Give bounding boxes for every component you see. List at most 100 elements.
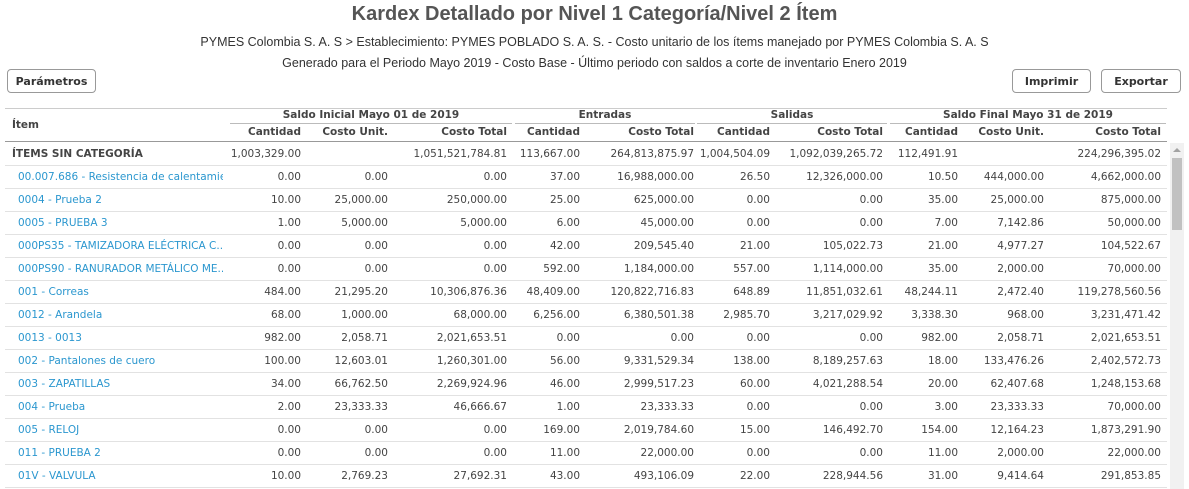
cell-value: 9,331,529.34 [623, 355, 694, 367]
cell-value: 113,667.00 [519, 148, 580, 160]
cell-value: 11.00 [549, 447, 580, 459]
item-link[interactable]: 0013 - 0013 [18, 332, 82, 344]
row-line [5, 280, 1167, 281]
group-header: Saldo Final Mayo 31 de 2019 [943, 109, 1113, 121]
item-link[interactable]: 0005 - PRUEBA 3 [18, 217, 108, 229]
cell-value: 2,021,653.51 [1090, 332, 1161, 344]
cell-value: 0.00 [483, 171, 507, 183]
cell-value: 968.00 [1007, 309, 1044, 321]
cell-value: 0.00 [859, 401, 883, 413]
cell-value: 21,295.20 [334, 286, 388, 298]
cell-value: 1.00 [277, 217, 301, 229]
cell-value: 444,000.00 [983, 171, 1044, 183]
cell-value: 4,662,000.00 [1090, 171, 1161, 183]
cell-value: 10,306,876.36 [430, 286, 507, 298]
cell-value: 12,326,000.00 [806, 171, 883, 183]
cell-value: 2,058.71 [341, 332, 388, 344]
cell-value: 169.00 [543, 424, 580, 436]
cell-value: 22,000.00 [640, 447, 694, 459]
item-link[interactable]: 004 - Prueba [18, 401, 86, 413]
cell-value: 982.00 [264, 332, 301, 344]
cell-value: 23,333.33 [640, 401, 694, 413]
cell-value: 46,666.67 [453, 401, 507, 413]
scroll-up-arrow[interactable] [1172, 146, 1182, 154]
cell-value: 0.00 [277, 240, 301, 252]
cell-value: 21.00 [739, 240, 770, 252]
cell-value: 3.00 [934, 401, 958, 413]
export-button[interactable]: Exportar [1101, 69, 1181, 93]
cell-value: 7,142.86 [997, 217, 1044, 229]
cell-value: 22,000.00 [1107, 447, 1161, 459]
cell-value: 493,106.09 [633, 470, 694, 482]
item-link[interactable]: 0012 - Arandela [18, 309, 103, 321]
cell-value: 0.00 [859, 332, 883, 344]
item-link[interactable]: 005 - RELOJ [18, 424, 80, 436]
cell-value: 146,492.70 [822, 424, 883, 436]
cell-value: 100.00 [264, 355, 301, 367]
cell-value: 648.89 [733, 286, 770, 298]
cell-value: 35.00 [927, 263, 958, 275]
cell-value: 1,004,504.09 [699, 148, 770, 160]
subtitle: PYMES Colombia S. A. S > Establecimiento… [200, 35, 989, 49]
cell-value: 0.00 [277, 263, 301, 275]
cell-value: 35.00 [927, 194, 958, 206]
cell-value: 1,184,000.00 [623, 263, 694, 275]
cell-value: 0.00 [746, 217, 770, 229]
cell-value: 15.00 [739, 424, 770, 436]
cell-value: 1,260,301.00 [436, 355, 507, 367]
cell-value: 0.00 [746, 332, 770, 344]
parameters-button[interactable]: Parámetros [7, 69, 96, 93]
item-link[interactable]: 0004 - Prueba 2 [18, 194, 102, 206]
header-bottom-line [5, 141, 1167, 142]
cell-value: 25,000.00 [334, 194, 388, 206]
item-link[interactable]: 003 - ZAPATILLAS [18, 378, 111, 390]
cell-value: 45,000.00 [640, 217, 694, 229]
cell-value: 5,000.00 [460, 217, 507, 229]
cell-value: 875,000.00 [1100, 194, 1161, 206]
item-link[interactable]: 011 - PRUEBA 2 [18, 447, 101, 459]
column-header: Costo Total [628, 126, 694, 138]
item-link[interactable]: 000PS90 - RANURADOR METÁLICO ME... [18, 263, 223, 275]
cell-value: 3,231,471.42 [1090, 309, 1161, 321]
cell-value: 1,092,039,265.72 [789, 148, 883, 160]
cell-value: 592.00 [543, 263, 580, 275]
cell-value: 0.00 [746, 401, 770, 413]
cell-value: 228,944.56 [822, 470, 883, 482]
cell-value: 66,762.50 [334, 378, 388, 390]
item-link[interactable]: 001 - Correas [18, 286, 89, 298]
cell-value: 2,021,653.51 [436, 332, 507, 344]
cell-value: 0.00 [483, 447, 507, 459]
column-header: Costo Unit. [322, 126, 388, 138]
cell-value: 18.00 [927, 355, 958, 367]
cell-value: 120,822,716.83 [610, 286, 695, 298]
cell-value: 0.00 [364, 171, 388, 183]
cell-value: 48,409.00 [526, 286, 580, 298]
cell-value: 68,000.00 [453, 309, 507, 321]
cell-value: 7.00 [934, 217, 958, 229]
cell-value: 10.00 [270, 470, 301, 482]
item-link[interactable]: 01V - VALVULA [18, 470, 96, 482]
cell-value: 0.00 [364, 424, 388, 436]
cell-value: 0.00 [483, 240, 507, 252]
group-underline [890, 123, 1166, 124]
cell-value: 2,985.70 [723, 309, 770, 321]
cell-value: 2,019,784.60 [623, 424, 694, 436]
item-link[interactable]: 000PS35 - TAMIZADORA ELÉCTRICA C... [18, 240, 223, 252]
cell-value: 4,977.27 [997, 240, 1044, 252]
item-link[interactable]: 00.007.686 - Resistencia de calentamie..… [18, 171, 223, 183]
cell-value: 2,999,517.23 [623, 378, 694, 390]
group-header: Entradas [578, 109, 632, 121]
group-header: Saldo Inicial Mayo 01 de 2019 [282, 109, 460, 121]
cell-value: 0.00 [859, 217, 883, 229]
scrollbar-thumb[interactable] [1172, 158, 1182, 230]
cell-value: 10.50 [927, 171, 958, 183]
cell-value: 11.00 [927, 447, 958, 459]
item-link[interactable]: 002 - Pantalones de cuero [18, 355, 156, 367]
cell-value: 6,380,501.38 [623, 309, 694, 321]
cell-value: 6.00 [556, 217, 580, 229]
print-button[interactable]: Imprimir [1012, 69, 1091, 93]
cell-value: 22.00 [739, 470, 770, 482]
category-label: ÍTEMS SIN CATEGORÍA [12, 148, 143, 160]
cell-value: 1,248,153.68 [1090, 378, 1161, 390]
